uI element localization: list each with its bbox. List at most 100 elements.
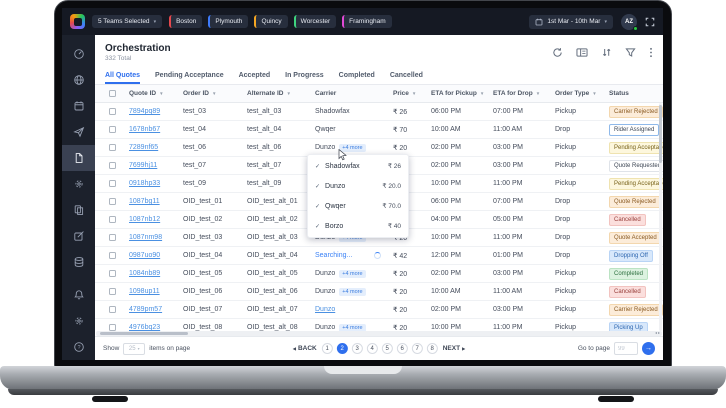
team-chip-plymouth[interactable]: Plymouth: [208, 15, 249, 28]
sidebar-item-dashboard[interactable]: [62, 41, 95, 67]
quote-id-link[interactable]: 4789pm57: [129, 306, 163, 313]
page-button-8[interactable]: 8: [426, 343, 438, 354]
sidebar-item-automation[interactable]: [62, 171, 95, 197]
page-button-3[interactable]: 3: [351, 343, 363, 354]
quote-id-link[interactable]: 1087bg11: [129, 198, 160, 205]
page-button-7[interactable]: 7: [411, 343, 423, 354]
back-button[interactable]: ◀ BACK: [292, 345, 317, 352]
sort-caret-icon[interactable]: ▼: [535, 91, 541, 96]
fullscreen-icon[interactable]: [645, 17, 655, 27]
sidebar-item-calendar[interactable]: [62, 93, 95, 119]
carrier-link[interactable]: Dunzo: [315, 306, 336, 313]
kebab-menu-icon[interactable]: [649, 47, 653, 58]
more-carriers-chip[interactable]: +4 more: [339, 323, 366, 331]
team-chip-quincy[interactable]: Quincy: [254, 15, 288, 28]
sort-caret-icon[interactable]: ▼: [159, 91, 164, 96]
row-checkbox[interactable]: [109, 144, 116, 151]
page-button-5[interactable]: 5: [381, 343, 393, 354]
sort-caret-icon[interactable]: ▼: [479, 91, 485, 96]
tab-all-quotes[interactable]: All Quotes: [105, 72, 141, 84]
quote-id-link[interactable]: 7289nf65: [129, 144, 159, 151]
column-header-eta-for-drop[interactable]: ETA for Drop ▼: [493, 90, 541, 97]
row-checkbox[interactable]: [109, 162, 116, 169]
horizontal-scroll-thumb[interactable]: [100, 332, 188, 335]
row-checkbox[interactable]: [109, 108, 116, 115]
row-checkbox[interactable]: [109, 288, 116, 295]
sort-caret-icon[interactable]: ▼: [592, 91, 597, 96]
sort-caret-icon[interactable]: ▼: [286, 91, 291, 96]
more-carriers-chip[interactable]: +4 more: [339, 269, 366, 278]
quote-id-link[interactable]: 4976bq23: [129, 324, 161, 331]
column-header-price[interactable]: Price ▼: [393, 90, 417, 97]
page-button-4[interactable]: 4: [366, 343, 378, 354]
column-header-order-id[interactable]: Order ID ▼: [183, 90, 217, 97]
filter-icon[interactable]: [625, 47, 636, 58]
vertical-scroll-thumb[interactable]: [659, 105, 662, 163]
quote-id-link[interactable]: 1087nb12: [129, 216, 161, 223]
column-header-eta-for-pickup[interactable]: ETA for Pickup ▼: [431, 90, 485, 97]
vertical-scrollbar[interactable]: [659, 103, 662, 331]
horizontal-scrollbar[interactable]: ◂▸: [96, 330, 662, 336]
carrier-option-borzo[interactable]: ✓ Borzo ₹ 40: [315, 222, 401, 231]
carrier-option-shadowfax[interactable]: ✓ Shadowfax ₹ 26: [315, 162, 401, 171]
sort-caret-icon[interactable]: ▼: [212, 91, 217, 96]
quote-id-link[interactable]: 1098up11: [129, 288, 160, 295]
sidebar-item-help[interactable]: ?: [62, 334, 95, 360]
row-checkbox[interactable]: [109, 306, 116, 313]
tab-completed[interactable]: Completed: [338, 72, 375, 79]
page-button-6[interactable]: 6: [396, 343, 408, 354]
team-chip-framingham[interactable]: Framingham: [342, 15, 392, 28]
next-button[interactable]: NEXT ▶: [442, 345, 466, 352]
carrier-option-dunzo[interactable]: ✓ Dunzo ₹ 20.0: [315, 182, 401, 191]
sidebar-item-data[interactable]: [62, 249, 95, 275]
sort-caret-icon[interactable]: ▼: [411, 91, 417, 96]
row-checkbox[interactable]: [109, 234, 116, 241]
refresh-icon[interactable]: [552, 47, 563, 58]
tab-cancelled[interactable]: Cancelled: [389, 72, 423, 79]
team-chip-boston[interactable]: Boston: [169, 15, 203, 28]
sidebar-item-compose[interactable]: [62, 223, 95, 249]
quote-id-link[interactable]: 1084nb89: [129, 270, 161, 277]
sidebar-item-dispatch[interactable]: [62, 119, 95, 145]
date-range-picker[interactable]: 1st Mar - 10th Mar ▾: [529, 14, 613, 29]
quote-id-link[interactable]: 0987uo90: [129, 252, 161, 259]
team-chip-worcester[interactable]: Worcester: [293, 15, 337, 28]
select-all-checkbox[interactable]: [109, 90, 116, 97]
more-carriers-chip[interactable]: +4 more: [339, 287, 366, 296]
columns-icon[interactable]: [576, 47, 588, 58]
tab-pending-acceptance[interactable]: Pending Acceptance: [155, 72, 224, 79]
quote-id-link[interactable]: 1087nm98: [129, 234, 163, 241]
row-checkbox[interactable]: [109, 324, 116, 331]
row-checkbox[interactable]: [109, 198, 116, 205]
sort-icon[interactable]: [601, 47, 612, 58]
sidebar-item-notifications[interactable]: [62, 282, 95, 308]
avatar[interactable]: AZ: [621, 13, 638, 31]
sidebar-item-settings[interactable]: [62, 308, 95, 334]
row-checkbox[interactable]: [109, 252, 116, 259]
column-header-order-type[interactable]: Order Type ▼: [555, 90, 597, 97]
goto-page-input[interactable]: [614, 342, 638, 355]
more-carriers-chip[interactable]: +4 more: [339, 143, 366, 152]
quote-id-link[interactable]: 7894pq89: [129, 108, 161, 115]
quote-id-link[interactable]: 0918hp33: [129, 180, 161, 187]
column-header-alternate-id[interactable]: Alternate ID ▼: [247, 90, 291, 97]
quote-id-link[interactable]: 7699hj11: [129, 162, 158, 169]
page-button-2[interactable]: 2: [336, 343, 348, 354]
column-header-quote-id[interactable]: Quote ID ▼: [129, 90, 164, 97]
tab-in-progress[interactable]: In Progress: [285, 72, 324, 79]
page-size-select[interactable]: 25 ▾: [123, 342, 146, 355]
quote-id-link[interactable]: 1678nb67: [129, 126, 161, 133]
sidebar-item-globe[interactable]: [62, 67, 95, 93]
teams-selector[interactable]: 5 Teams Selected ▾: [92, 15, 163, 28]
row-checkbox[interactable]: [109, 180, 116, 187]
sidebar-item-orders[interactable]: [62, 145, 95, 171]
sidebar-item-documents[interactable]: [62, 197, 95, 223]
row-checkbox[interactable]: [109, 126, 116, 133]
row-checkbox[interactable]: [109, 216, 116, 223]
scroll-arrows[interactable]: ◂▸: [654, 330, 661, 335]
row-checkbox[interactable]: [109, 270, 116, 277]
carrier-option-qwqer[interactable]: ✓ Qwqer ₹ 70.0: [315, 202, 401, 211]
page-button-1[interactable]: 1: [321, 343, 333, 354]
goto-page-button[interactable]: →: [642, 342, 655, 355]
tab-accepted[interactable]: Accepted: [238, 72, 271, 79]
